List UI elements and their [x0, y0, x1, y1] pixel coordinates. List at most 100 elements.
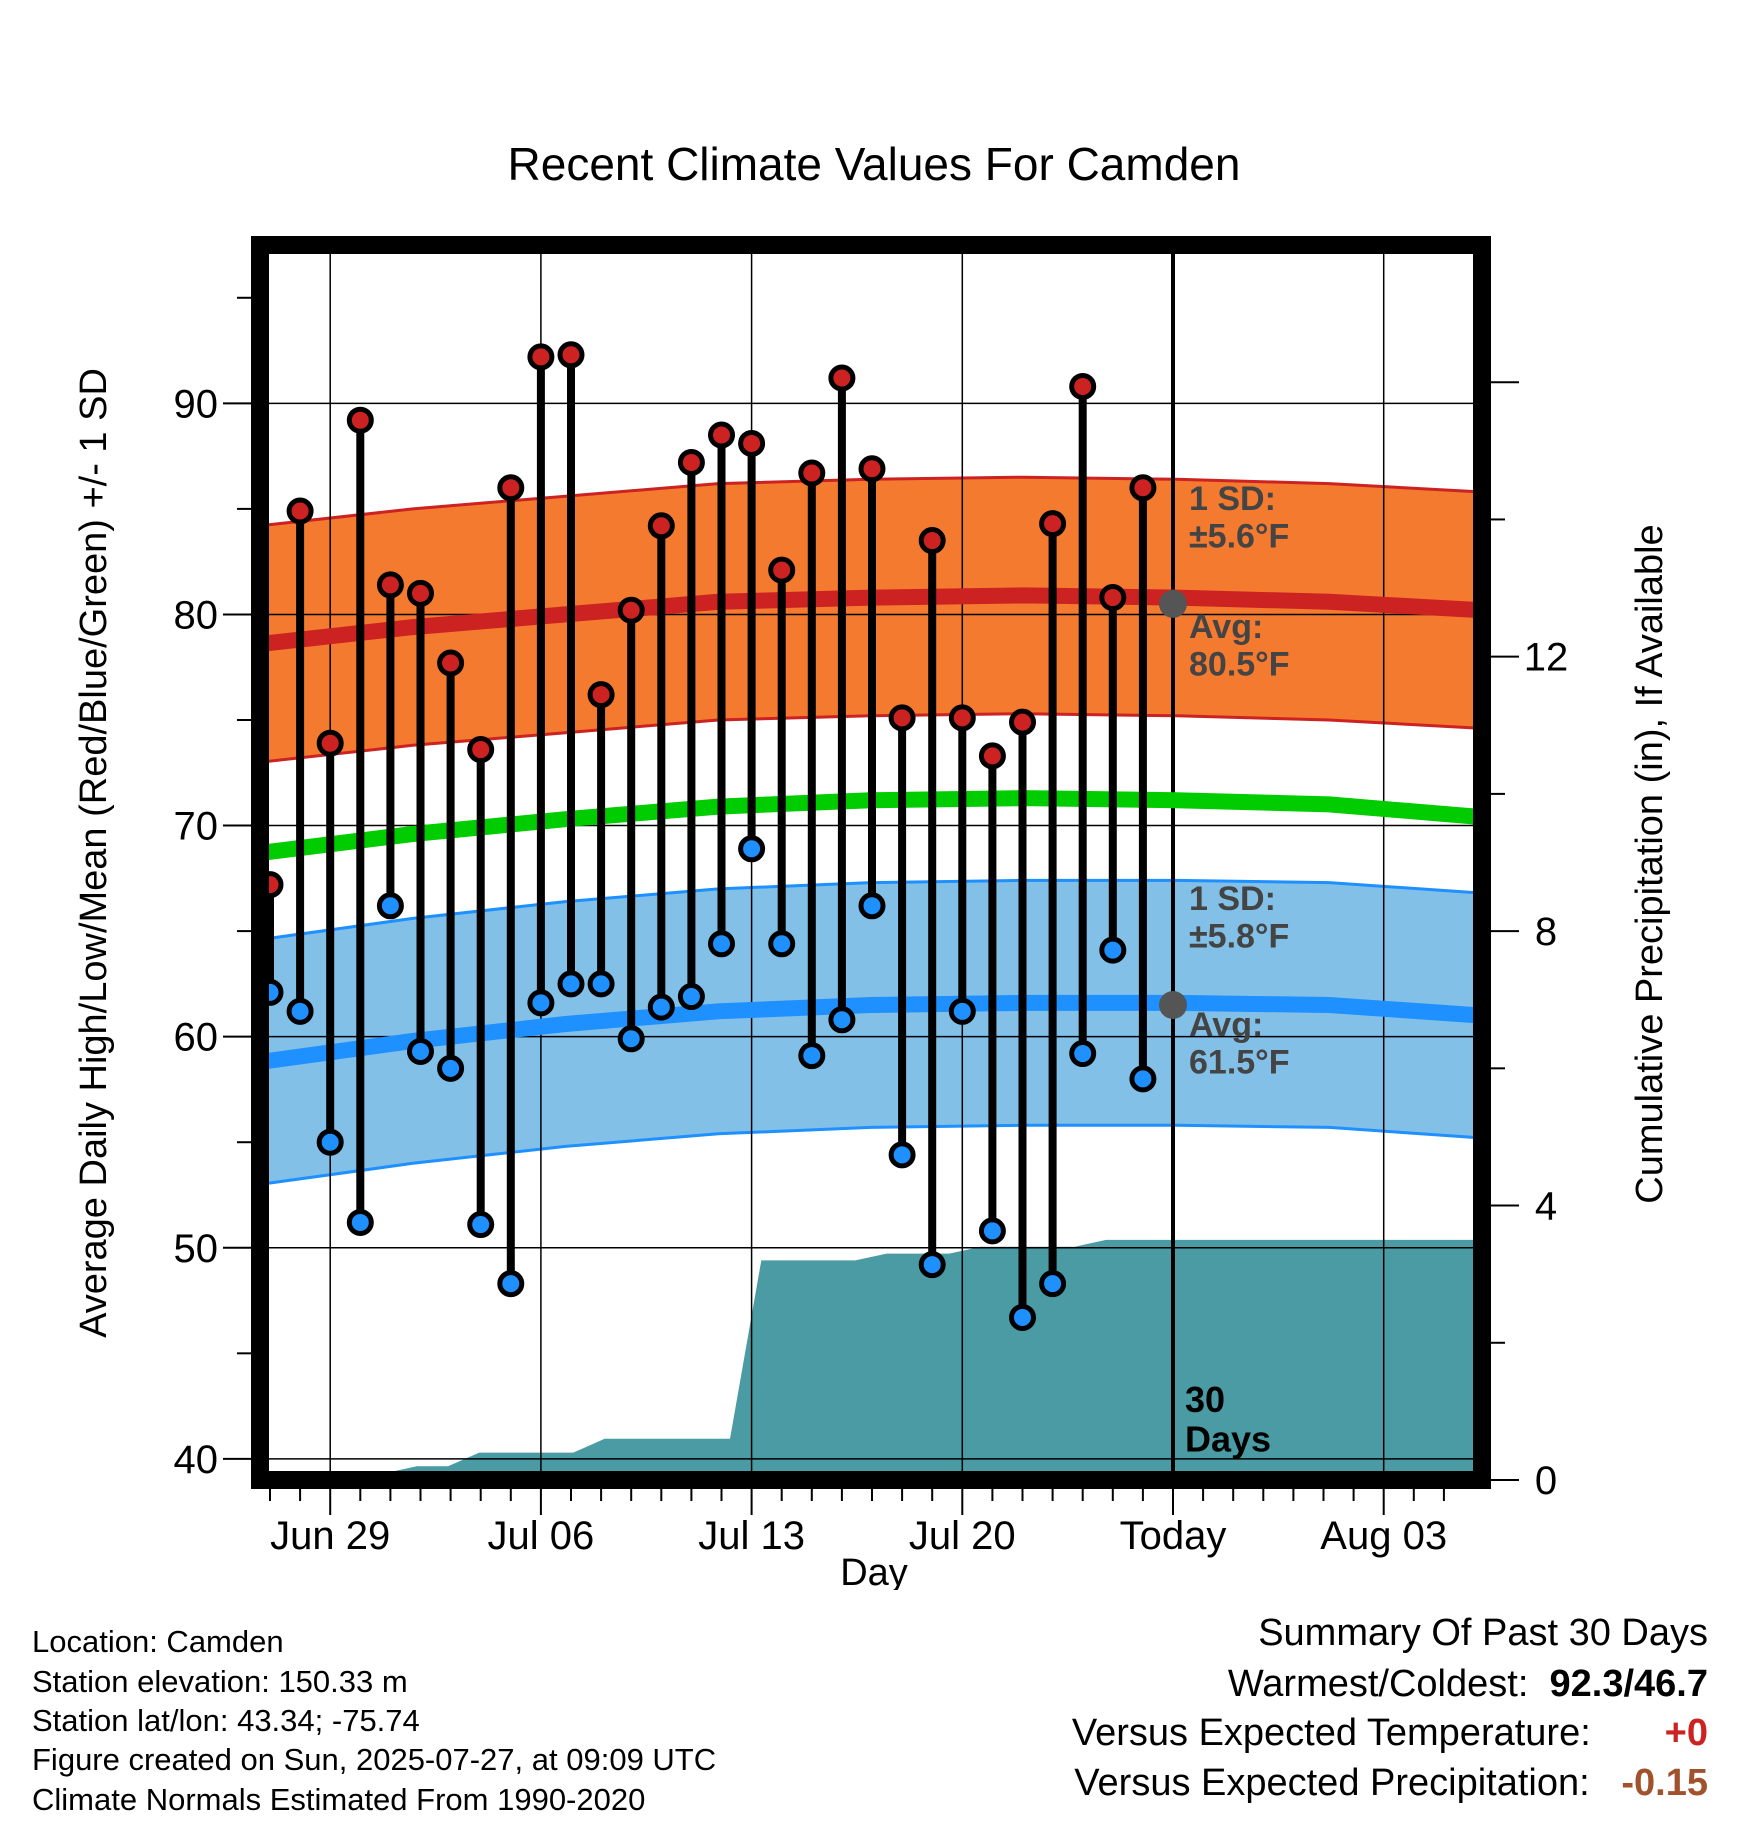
high-sd-label: 1 SD: ±5.6°F — [1189, 480, 1289, 555]
daily-low-point — [346, 1208, 374, 1236]
precip-value: -0.15 — [1621, 1762, 1708, 1804]
daily-low-point — [708, 930, 735, 958]
daily-low-point — [437, 1054, 465, 1082]
info-elevation: Station elevation: 150.33 m — [32, 1664, 408, 1699]
daily-high-point — [316, 729, 344, 757]
daily-high-point — [467, 736, 495, 764]
axes: 40 50 60 70 80 90 0 4 8 12 Jun 29 Jul 06 Jul 13 Jul 2… — [174, 236, 1569, 1558]
x-axis-label: Day — [840, 1552, 908, 1590]
band-labels: 1 SD: ±5.6°F Avg: 80.5°F 1 SD: ±5.8°F Avg: 61.5… — [1185, 480, 1290, 1460]
daily-high-point — [918, 527, 946, 555]
daily-low-point — [888, 1141, 916, 1169]
plot-frame — [251, 236, 1491, 1489]
daily-low-point — [738, 835, 766, 863]
precip-label: Versus Expected Precipitation: — [1074, 1762, 1590, 1804]
daily-low-point — [1039, 1270, 1067, 1298]
daily-high-point — [437, 649, 465, 677]
y-tick-label: 40 — [174, 1438, 219, 1482]
info-location: Location: Camden — [32, 1624, 284, 1659]
daily-low-point — [858, 892, 886, 920]
daily-low-point — [1069, 1040, 1097, 1068]
y2-axis-label: Cumulative Precipitation (in), If Availa… — [1629, 524, 1671, 1203]
y2-tick-label: 4 — [1535, 1185, 1557, 1229]
daily-low-point — [497, 1270, 525, 1298]
daily-high-point — [798, 459, 826, 487]
daily-low-point — [617, 1025, 645, 1053]
daily-high-point — [557, 341, 585, 369]
daily-high-point — [858, 455, 886, 483]
chart-title: Recent Climate Values For Camden — [508, 138, 1241, 190]
daily-high-point — [708, 421, 735, 449]
warm-cold-label: Warmest/Coldest: — [1227, 1663, 1529, 1705]
today-low-normal-point — [1159, 991, 1187, 1019]
daily-range-bars — [256, 341, 1157, 1331]
y2-tick-label: 12 — [1524, 636, 1569, 680]
x-tick-label: Aug 03 — [1320, 1514, 1447, 1558]
daily-low-point — [978, 1217, 1006, 1245]
temp-value: +0 — [1664, 1712, 1708, 1754]
x-tick-label: Jul 06 — [488, 1514, 595, 1558]
x-tick-label: Jun 29 — [270, 1514, 390, 1558]
daily-high-point — [1069, 372, 1097, 400]
daily-high-point — [738, 429, 766, 457]
daily-high-point — [376, 571, 404, 599]
high-avg-label: Avg: 80.5°F — [1189, 608, 1290, 683]
summary-temp: Versus Expected Temperature: +0 — [1072, 1712, 1708, 1755]
daily-low-point — [1009, 1303, 1036, 1331]
daily-high-point — [1129, 474, 1157, 502]
climate-chart: Recent Climate Values For Camden 1 SD: ±5… — [73, 138, 1671, 1590]
y-tick-label: 60 — [174, 1016, 219, 1060]
daily-high-point — [978, 742, 1006, 770]
info-latlon: Station lat/lon: 43.34; -75.74 — [32, 1703, 420, 1738]
daily-high-point — [948, 704, 976, 732]
low-sd-lower-edge — [259, 1123, 1483, 1186]
daily-low-point — [316, 1128, 344, 1156]
daily-low-point — [557, 970, 585, 998]
x-tick-label: Today — [1120, 1514, 1227, 1558]
x-tick-label: Jul 13 — [698, 1514, 805, 1558]
daily-high-point — [647, 512, 675, 540]
daily-low-point — [376, 892, 404, 920]
daily-low-point — [828, 1006, 856, 1034]
daily-high-point — [768, 556, 796, 584]
precipitation-area — [260, 1239, 1482, 1480]
y-tick-label: 80 — [174, 593, 219, 637]
low-sd-band — [260, 880, 1482, 1185]
daily-low-point — [647, 993, 675, 1021]
y-axis-label: Average Daily High/Low/Mean (Red/Blue/Gr… — [73, 368, 115, 1338]
y-tick-label: 70 — [174, 805, 219, 849]
daily-low-point — [918, 1251, 946, 1279]
precip-cumulative-area — [260, 1239, 1482, 1480]
daily-high-point — [286, 497, 314, 525]
daily-high-point — [407, 579, 434, 607]
daily-low-point — [286, 997, 314, 1025]
daily-low-point — [407, 1037, 434, 1065]
daily-high-point — [1009, 708, 1036, 736]
info-normals: Climate Normals Estimated From 1990-2020 — [32, 1782, 646, 1817]
y2-tick-label: 0 — [1535, 1459, 1557, 1503]
daily-high-point — [677, 448, 705, 476]
daily-high-point — [497, 474, 525, 502]
summary-warm-cold: Warmest/Coldest: 92.3/46.7 — [1228, 1663, 1708, 1706]
temp-label: Versus Expected Temperature: — [1071, 1712, 1591, 1754]
daily-low-point — [587, 970, 615, 998]
daily-high-point — [617, 596, 645, 624]
daily-low-point — [1129, 1065, 1157, 1093]
low-sd-label: 1 SD: ±5.8°F — [1189, 880, 1289, 955]
daily-low-point — [467, 1211, 495, 1239]
daily-high-point — [888, 704, 916, 732]
low-normal-line — [258, 994, 1483, 1070]
y2-tick-label: 8 — [1535, 910, 1557, 954]
x-tick-label: Jul 20 — [909, 1514, 1016, 1558]
daily-high-point — [346, 406, 374, 434]
daily-low-point — [527, 989, 555, 1017]
daily-high-point — [587, 681, 615, 709]
daily-high-point — [1039, 510, 1067, 538]
daily-low-point — [798, 1042, 826, 1070]
summary-precip: Versus Expected Precipitation: -0.15 — [1074, 1762, 1708, 1805]
daily-low-point — [1099, 936, 1127, 964]
info-created: Figure created on Sun, 2025-07-27, at 09… — [32, 1742, 717, 1777]
daily-low-point — [768, 930, 796, 958]
days-label: 30 Days — [1185, 1379, 1271, 1460]
daily-high-point — [828, 364, 856, 392]
